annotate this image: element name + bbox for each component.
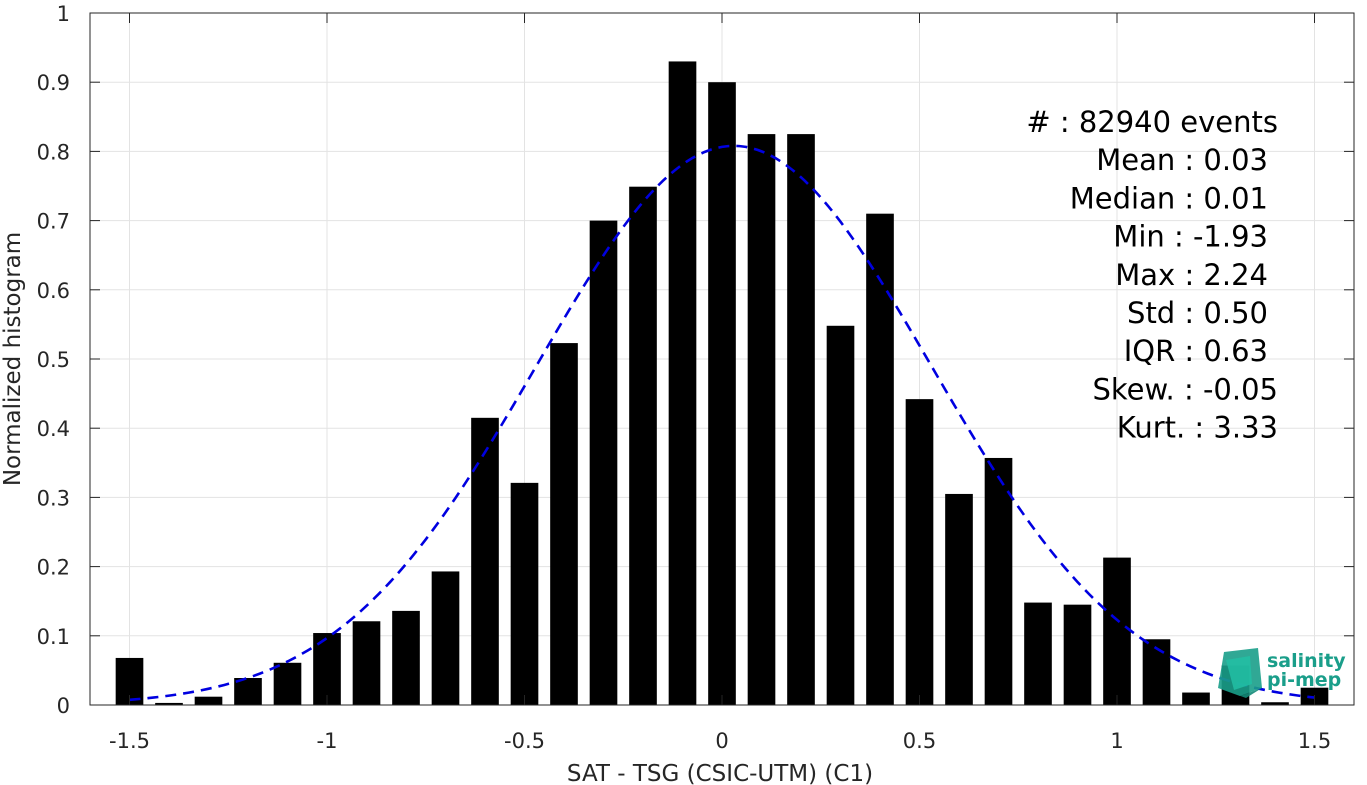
y-tick-label: 0.3 (37, 486, 70, 510)
y-tick-label: 0.4 (37, 417, 70, 441)
logo-text-pi-mep: pi-mep (1267, 669, 1341, 691)
histogram-bar (1182, 692, 1210, 705)
histogram-bar (629, 186, 657, 705)
stat-line: Mean : 0.03 (1096, 143, 1268, 177)
x-tick-label: -1 (317, 729, 338, 753)
stat-line: Kurt. : 3.33 (1117, 411, 1278, 445)
histogram-bar (747, 134, 776, 706)
histogram-bar (866, 213, 894, 705)
x-tick-label: -0.5 (504, 729, 545, 753)
stat-line: IQR : 0.63 (1124, 334, 1268, 368)
x-tick-label: 1 (1110, 729, 1123, 753)
y-tick-label: 0.5 (37, 348, 70, 372)
histogram-bar (550, 343, 578, 705)
y-tick-label: 0.1 (37, 625, 70, 649)
histogram-bar (471, 417, 499, 705)
x-tick-labels: -1.5 -1 -0.5 0 0.5 1 1.5 (109, 729, 1331, 753)
histogram-bar (708, 82, 736, 705)
histogram-bar (392, 610, 420, 705)
x-tick-label: -1.5 (109, 729, 150, 753)
stat-line: Skew. : -0.05 (1092, 372, 1278, 406)
histogram-bar (589, 220, 618, 705)
y-tick-label: 0.2 (37, 556, 70, 580)
stat-line: Median : 0.01 (1070, 181, 1268, 215)
histogram-bar (945, 493, 973, 705)
stat-line: Std : 0.50 (1127, 296, 1268, 330)
axis-ticks (90, 12, 1354, 706)
y-tick-label: 0.6 (37, 279, 70, 303)
stat-line: Min : -1.93 (1113, 220, 1268, 254)
stat-line: # : 82940 events (1026, 105, 1278, 139)
histogram-bar (234, 678, 262, 705)
y-tick-label: 0.7 (37, 210, 70, 234)
y-tick-label: 0.8 (37, 140, 70, 164)
histogram-bar (984, 457, 1013, 705)
histogram-bar (273, 662, 302, 705)
y-axis-label: Normalized histogram (0, 232, 26, 486)
histogram-bar (1103, 557, 1131, 705)
histogram-bar (787, 134, 815, 706)
histogram-bar (905, 399, 934, 705)
logo-text-salinity: salinity (1267, 650, 1346, 672)
histogram-bar (510, 482, 539, 705)
x-axis-label: SAT - TSG (CSIC-UTM) (C1) (567, 761, 873, 785)
histogram-bar (1063, 604, 1092, 705)
histogram-bar (668, 61, 697, 705)
y-tick-label: 0.9 (37, 71, 70, 95)
histogram-bar (1024, 602, 1052, 705)
histogram-bar (1261, 702, 1289, 705)
histogram-bar (194, 696, 223, 705)
x-tick-label: 0.5 (903, 729, 936, 753)
x-tick-label: 0 (715, 729, 728, 753)
histogram-bar (155, 702, 183, 705)
y-tick-labels: 0 0.1 0.2 0.3 0.4 0.5 0.6 0.7 0.8 0.9 1 (37, 2, 70, 718)
histogram-bar (352, 621, 381, 705)
y-tick-label: 0 (57, 694, 70, 718)
histogram-bar (826, 325, 855, 705)
gaussian-fit-curve (129, 144, 1315, 702)
x-tick-label: 1.5 (1298, 729, 1331, 753)
y-tick-label: 1 (57, 2, 70, 26)
statistics-box: # : 82940 events Mean : 0.03 Median : 0.01… (1026, 105, 1278, 445)
histogram-bar (1142, 639, 1171, 705)
salinity-pi-mep-logo: salinity pi-mep (1218, 648, 1346, 698)
histogram-bar (431, 571, 460, 705)
stat-line: Max : 2.24 (1115, 258, 1268, 292)
